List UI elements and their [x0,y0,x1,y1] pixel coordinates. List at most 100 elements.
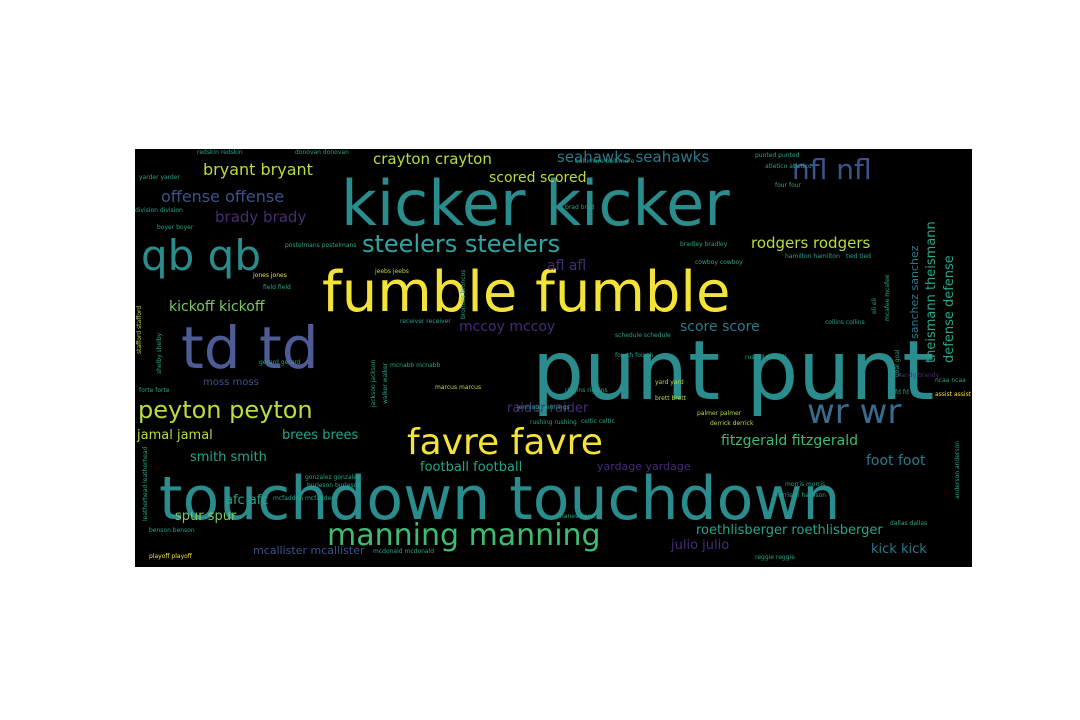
word: gerard gerard [259,359,301,366]
word: theismann theismann [924,221,939,363]
word: kick kick [871,542,927,557]
word: leatherhead leatherhead [142,446,149,521]
word: mcallister mcallister [253,544,365,557]
word: brees brees [282,428,359,443]
word: marcus marcus [435,384,482,391]
word: shelby shelby [156,332,163,374]
word: afc afc [225,493,269,508]
word: kicker kicker [341,167,730,240]
word: yard yard [655,379,684,386]
word: derrick derrick [710,420,754,427]
word: playoff playoff [149,553,192,560]
word: manning manning [327,518,601,553]
word: mcnabb mcnabb [390,362,441,369]
word: defense defense [942,255,957,363]
word: rodgers rodgers [751,234,871,252]
word: mcafee mcafee [884,274,891,321]
word: spur spur [175,509,237,524]
word: benson benson [149,527,195,534]
word: fitzgerald fitzgerald [721,433,858,449]
word: qb qb [141,231,261,280]
word: boyer boyer [157,224,194,231]
word: division division [135,207,183,214]
word: mcdonald mcdonald [373,548,435,555]
word: hanes hanes [560,513,599,520]
word: julio julio [671,538,730,553]
word: jackson jackson [370,359,377,407]
word: bradley bradley [680,241,728,248]
word: field field [263,284,291,291]
word: jeebs jeebs [375,268,409,275]
word: offense offense [161,187,285,206]
word: ncaa ncaa [935,377,966,384]
word: mccoy mccoy [459,319,556,335]
word: punted punted [755,152,800,159]
word: baltimore baltimore [575,158,635,165]
word: fd fd [895,389,909,396]
word: kickoff kickoff [169,299,265,315]
word: brady brady [215,208,307,226]
word: collins collins [825,319,865,326]
word: td td [181,314,319,382]
word: cowboy cowboy [695,259,743,266]
word: steelers steelers [362,230,561,258]
word: jennings jennings [517,404,570,411]
word: scored scored [489,170,587,186]
word: brad brad [565,204,595,211]
word: favre favre [407,422,603,463]
word: russell russell [745,354,787,361]
word: broncos broncos [460,269,467,319]
word: brandy brandy [895,372,940,379]
word: fourth fourth [615,352,654,359]
word: football football [420,460,523,475]
word: seahawks seahawks [557,149,710,166]
word: postelmans postelmans [285,242,357,249]
word: touchdown touchdown [159,464,841,534]
word: assist assist [935,391,972,398]
word: donovan donovan [295,149,349,156]
word: stafford stafford [136,305,143,354]
word: fumble fumble [322,260,731,325]
word: atletico atletico [765,163,812,170]
word: mcfadden mcfadden [273,495,335,502]
word: score score [680,319,760,335]
word-cloud: punt punt touchdown touchdown kicker kic… [135,149,972,567]
word: riggins riggins [565,387,608,394]
word: yardage yardage [597,460,691,473]
word: dallas dallas [890,520,928,527]
word: palmer palmer [697,410,742,417]
word: rushing rushing [530,419,577,426]
word: roethlisberger roethlisberger [696,523,883,538]
word: smith smith [190,450,267,465]
word: moss moss [203,377,259,388]
word: tied tied [846,253,871,260]
word: redskin redskin [197,149,243,156]
word: foot foot [866,453,926,469]
word: yarder yarder [139,174,181,181]
word: walker walker [382,362,389,404]
word: crayton crayton [373,150,492,168]
word: raider raider [507,401,589,416]
word: harrison harrison [775,492,827,499]
word: hamilton hamilton [785,253,840,260]
word: eli eli [871,298,878,314]
word: gonzalez gonzalez [305,474,361,481]
word: anderson anderson [954,441,961,499]
word: morris morris [785,481,826,488]
word: wr wr [807,392,902,432]
word: brett brett [655,395,686,402]
word: peyton peyton [138,396,313,424]
word: bryant bryant [203,160,313,179]
word: reggie reggie [755,554,795,561]
word: schedule schedule [615,332,671,339]
word: nfl nfl [792,153,872,186]
word: punt punt [532,324,935,419]
word: forte forte [139,387,170,394]
word: receiver receiver [400,318,451,325]
word: sanchez sanchez [908,245,921,339]
word: burleson burleson [307,482,361,489]
word: afl afl [547,258,587,274]
word: four four [775,182,802,189]
word: jones jones [253,272,287,279]
word: celtic celtic [581,418,615,425]
